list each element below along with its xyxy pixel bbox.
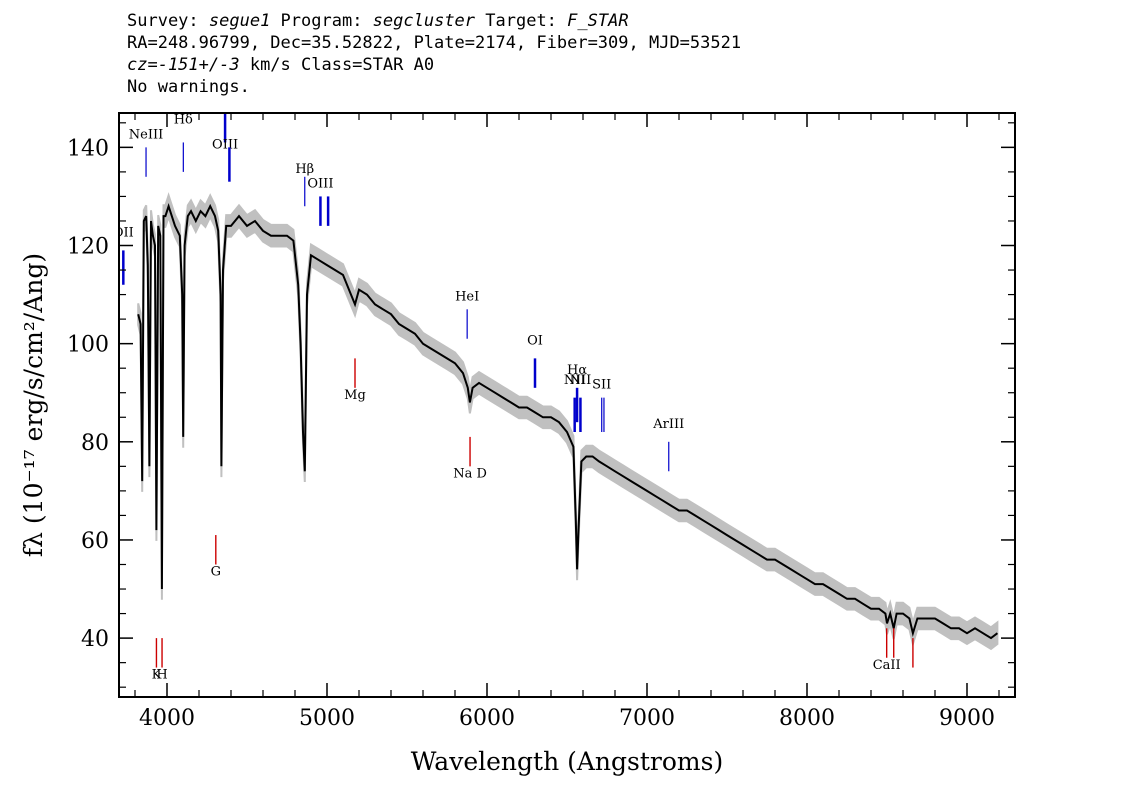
emission-label: ArIII <box>652 417 684 432</box>
emission-label: NeIII <box>129 127 163 142</box>
survey-label: Survey: <box>127 11 209 31</box>
absorption-label: CaII <box>873 658 901 673</box>
x-axis-label: Wavelength (Angstroms) <box>411 747 723 776</box>
absorption-label: Na D <box>453 466 487 481</box>
emission-label: OIII <box>212 137 238 152</box>
y-axis-label: fλ (10⁻¹⁷ erg/s/cm²/Ang) <box>19 253 48 557</box>
plot-frame <box>118 112 1016 698</box>
x-tick-label: 7000 <box>619 706 675 731</box>
survey-value: segue1 <box>208 11 271 31</box>
program-value: segcluster <box>372 11 476 31</box>
class-value: km/s Class=STAR A0 <box>239 55 435 75</box>
absorption-label: K <box>152 668 162 683</box>
header-line-redshift: cz=-151+/-3 km/s Class=STAR A0 <box>127 54 741 76</box>
x-tick-label: 9000 <box>939 706 995 731</box>
emission-label: NII <box>564 373 586 388</box>
emission-label: OI <box>527 334 543 349</box>
emission-label: Hα <box>567 363 587 378</box>
target-value: F_STAR <box>567 11 629 31</box>
absorption-label: H <box>156 668 167 683</box>
spectrum-header: Survey: segue1 Program: segcluster Targe… <box>127 10 741 98</box>
x-tick-label: 6000 <box>459 706 515 731</box>
header-line-survey: Survey: segue1 Program: segcluster Targe… <box>127 10 741 32</box>
x-tick-label: 8000 <box>779 706 835 731</box>
x-tick-label: 4000 <box>139 706 195 731</box>
header-line-coordinates: RA=248.96799, Dec=35.52822, Plate=2174, … <box>127 33 742 53</box>
emission-label: OIII <box>307 177 333 192</box>
x-tick-label: 5000 <box>299 706 355 731</box>
emission-label: Hβ <box>295 162 314 177</box>
header-line-warnings: No warnings. <box>127 77 250 97</box>
y-tick-label: 40 <box>81 627 109 652</box>
cz-value: cz=-151+/-3 <box>127 55 240 75</box>
target-label: Target: <box>475 11 568 31</box>
y-tick-label: 120 <box>67 235 109 260</box>
absorption-label: Mg <box>344 388 366 403</box>
y-tick-label: 100 <box>67 333 109 358</box>
absorption-label: G <box>211 565 221 580</box>
program-label: Program: <box>270 11 373 31</box>
y-tick-label: 140 <box>67 136 109 161</box>
spectrum-line <box>137 202 999 640</box>
emission-label: SII <box>592 378 611 393</box>
y-tick-label: 80 <box>81 431 109 456</box>
emission-label: NII <box>570 373 592 388</box>
emission-label: HeI <box>455 289 479 304</box>
y-tick-label: 60 <box>81 529 109 554</box>
emission-label: OII <box>113 226 134 241</box>
emission-label: Hδ <box>174 113 193 128</box>
error-band <box>137 192 999 651</box>
axis-layer: 4000 5000 6000 7000 8000 9000 40 60 80 100 120 140 <box>67 113 1015 731</box>
